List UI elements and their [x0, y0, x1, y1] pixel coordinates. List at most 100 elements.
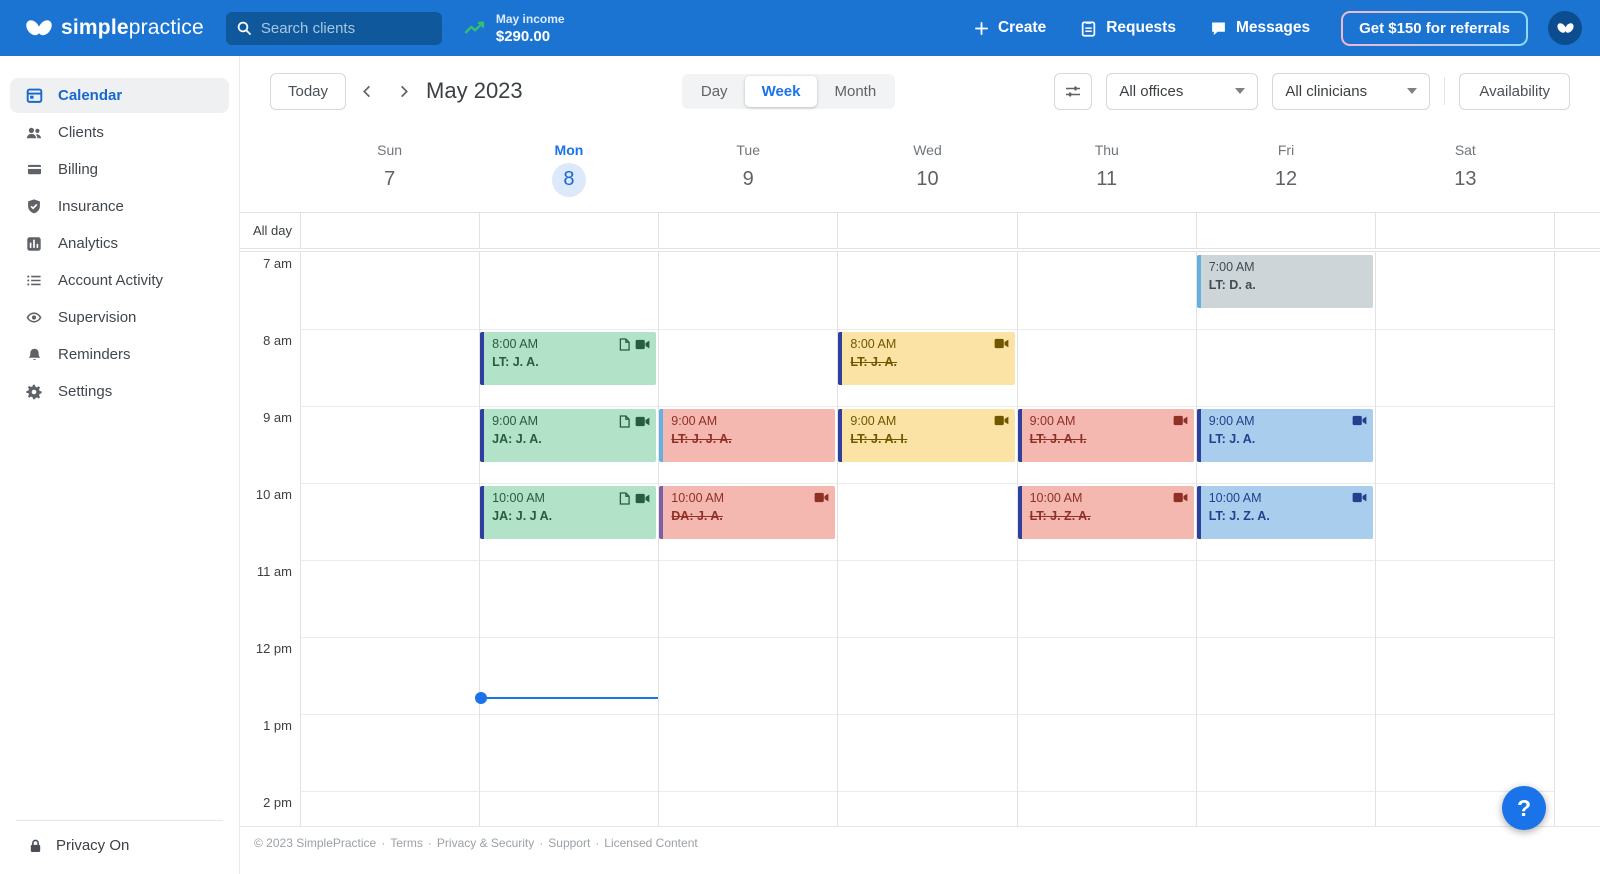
footer-link-support[interactable]: Support	[548, 836, 591, 850]
availability-button[interactable]: Availability	[1459, 72, 1570, 110]
appointment-event[interactable]: 9:00 AM LT: J. J. A.	[659, 409, 836, 462]
top-navigation-bar: simplepractice May income $290.00 Create…	[0, 0, 1600, 56]
day-of-week-label: Wed	[913, 141, 942, 158]
requests-button[interactable]: Requests	[1080, 19, 1176, 37]
sidebar-item-billing[interactable]: Billing	[10, 152, 229, 187]
day-date-number[interactable]: 13	[1454, 168, 1477, 190]
analytics-icon	[25, 236, 43, 252]
day-date-number[interactable]: 10	[916, 168, 939, 190]
video-icon	[994, 338, 1009, 349]
appointment-event[interactable]: 9:00 AM LT: J. A.	[1196, 409, 1373, 462]
today-button[interactable]: Today	[270, 72, 347, 110]
calendar-settings-button[interactable]	[1054, 72, 1093, 110]
day-date-number[interactable]: 12	[1274, 168, 1298, 190]
appointment-event[interactable]: 8:00 AM LT: J. A.	[480, 332, 657, 385]
appointment-event[interactable]: 10:00 AM LT: J. Z. A.	[1196, 486, 1373, 539]
sidebar-item-label: Reminders	[58, 346, 131, 363]
all-day-cell-fri[interactable]	[1197, 213, 1376, 248]
sidebar-item-analytics[interactable]: Analytics	[10, 226, 229, 261]
appointment-event[interactable]: 7:00 AM LT: D. a.	[1196, 255, 1373, 308]
day-column-sat[interactable]	[1376, 252, 1555, 826]
search-clients-box[interactable]	[225, 11, 442, 45]
hour-gridline	[301, 714, 1555, 715]
video-icon	[814, 492, 829, 503]
sidebar-item-calendar[interactable]: Calendar	[10, 78, 229, 113]
day-header-tue: Tue 9	[659, 142, 838, 197]
appointment-event[interactable]: 10:00 AM DA: J. A.	[659, 486, 836, 539]
day-date: 8	[479, 162, 658, 197]
toolbar-divider	[1444, 77, 1446, 105]
sidebar-item-insurance[interactable]: Insurance	[10, 189, 229, 224]
day-date-number[interactable]: 9	[742, 168, 754, 190]
sidebar-item-supervision[interactable]: Supervision	[10, 300, 229, 335]
note-icon	[619, 338, 631, 351]
event-time: 9:00 AM	[1208, 414, 1255, 428]
day-column-sun[interactable]	[301, 252, 481, 826]
create-button[interactable]: Create	[974, 19, 1046, 37]
day-of-week-label: Fri	[1277, 141, 1295, 158]
event-icons	[619, 415, 650, 428]
day-date-number[interactable]: 8	[551, 162, 586, 197]
day-of-week-label: Sun	[377, 141, 403, 158]
all-day-cell-sun[interactable]	[301, 213, 481, 248]
previous-week-button[interactable]	[352, 76, 382, 106]
hour-label: 9 am	[263, 410, 292, 425]
appointment-event[interactable]: 9:00 AM JA: J. A.	[480, 409, 657, 462]
privacy-toggle[interactable]: Privacy On	[0, 837, 239, 854]
hour-label: 8 am	[263, 333, 292, 348]
week-day-header: Sun 7 Mon 8 Tue 9 Wed 10 Thu 11 Fri 12 Sat 13	[240, 126, 1600, 212]
view-tab-week[interactable]: Week	[744, 75, 818, 107]
clinicians-filter-dropdown[interactable]: All clinicians	[1272, 72, 1431, 110]
all-day-cell-sat[interactable]	[1376, 213, 1555, 248]
event-time: 8:00 AM	[492, 337, 539, 351]
day-of-week-label: Mon	[554, 141, 584, 158]
footer-link-privacy-security[interactable]: Privacy & Security	[436, 836, 535, 850]
day-date-number[interactable]: 11	[1096, 168, 1118, 190]
sidebar-item-label: Calendar	[58, 87, 123, 104]
help-button[interactable]: ?	[1502, 786, 1546, 830]
appointment-event[interactable]: 9:00 AM LT: J. A. I.	[1017, 409, 1194, 462]
appointment-event[interactable]: 8:00 AM LT: J. A.	[838, 332, 1015, 385]
day-date-number[interactable]: 7	[384, 168, 396, 190]
sidebar-item-clients[interactable]: Clients	[10, 115, 229, 150]
event-client-label: LT: J. A.	[492, 354, 539, 369]
day-header-mon: Mon 8	[479, 142, 658, 197]
footer-link-terms[interactable]: Terms	[390, 836, 423, 850]
sidebar-item-settings[interactable]: Settings	[10, 374, 229, 409]
brand-name: simplepractice	[61, 16, 204, 39]
clients-icon	[25, 125, 43, 141]
footer-link-licensed-content[interactable]: Licensed Content	[604, 836, 698, 850]
video-icon	[1352, 415, 1367, 426]
all-day-cell-thu[interactable]	[1018, 213, 1197, 248]
appointment-event[interactable]: 10:00 AM LT: J. Z. A.	[1017, 486, 1194, 539]
messages-button[interactable]: Messages	[1210, 19, 1310, 37]
day-date: 9	[659, 163, 838, 197]
appointment-event[interactable]: 9:00 AM LT: J. A. I.	[838, 409, 1015, 462]
search-input[interactable]	[260, 19, 432, 37]
event-client-label: LT: J. A. I.	[850, 431, 908, 446]
calendar-icon	[25, 87, 43, 104]
day-header-thu: Thu 11	[1017, 142, 1196, 197]
view-tab-day[interactable]: Day	[684, 76, 745, 107]
appointment-event[interactable]: 10:00 AM JA: J. J A.	[480, 486, 657, 539]
event-time: 9:00 AM	[1029, 414, 1076, 428]
day-date: 7	[300, 163, 479, 197]
day-column-fri[interactable]: 7:00 AM LT: D. a. 9:00 AM LT: J. A. 10:00 AM…	[1196, 252, 1376, 826]
all-day-cell-wed[interactable]	[838, 213, 1018, 248]
account-avatar-button[interactable]	[1548, 11, 1582, 45]
all-day-cell-tue[interactable]	[659, 213, 839, 248]
day-column-wed[interactable]: 8:00 AM LT: J. A. 9:00 AM LT: J. A. I.	[838, 252, 1018, 826]
offices-filter-dropdown[interactable]: All offices	[1106, 72, 1259, 110]
all-day-cell-mon[interactable]	[480, 213, 660, 248]
sidebar-item-reminders[interactable]: Reminders	[10, 337, 229, 372]
view-tab-month[interactable]: Month	[817, 76, 893, 107]
referral-offer-button[interactable]: Get $150 for referrals	[1341, 10, 1528, 46]
video-icon	[994, 415, 1009, 426]
next-week-button[interactable]	[388, 76, 418, 106]
sidebar-item-account-activity[interactable]: Account Activity	[10, 263, 229, 298]
day-column-tue[interactable]: 9:00 AM LT: J. J. A. 10:00 AM DA: J. A.	[659, 252, 839, 826]
day-column-thu[interactable]: 9:00 AM LT: J. A. I. 10:00 AM LT: J. Z. A.	[1017, 252, 1197, 826]
day-date: 13	[1376, 163, 1555, 197]
day-column-mon[interactable]: 8:00 AM LT: J. A. 9:00 AM JA: J. A. 10:00 AM…	[475, 252, 660, 826]
event-client-label: LT: J. A. I.	[1029, 431, 1087, 446]
